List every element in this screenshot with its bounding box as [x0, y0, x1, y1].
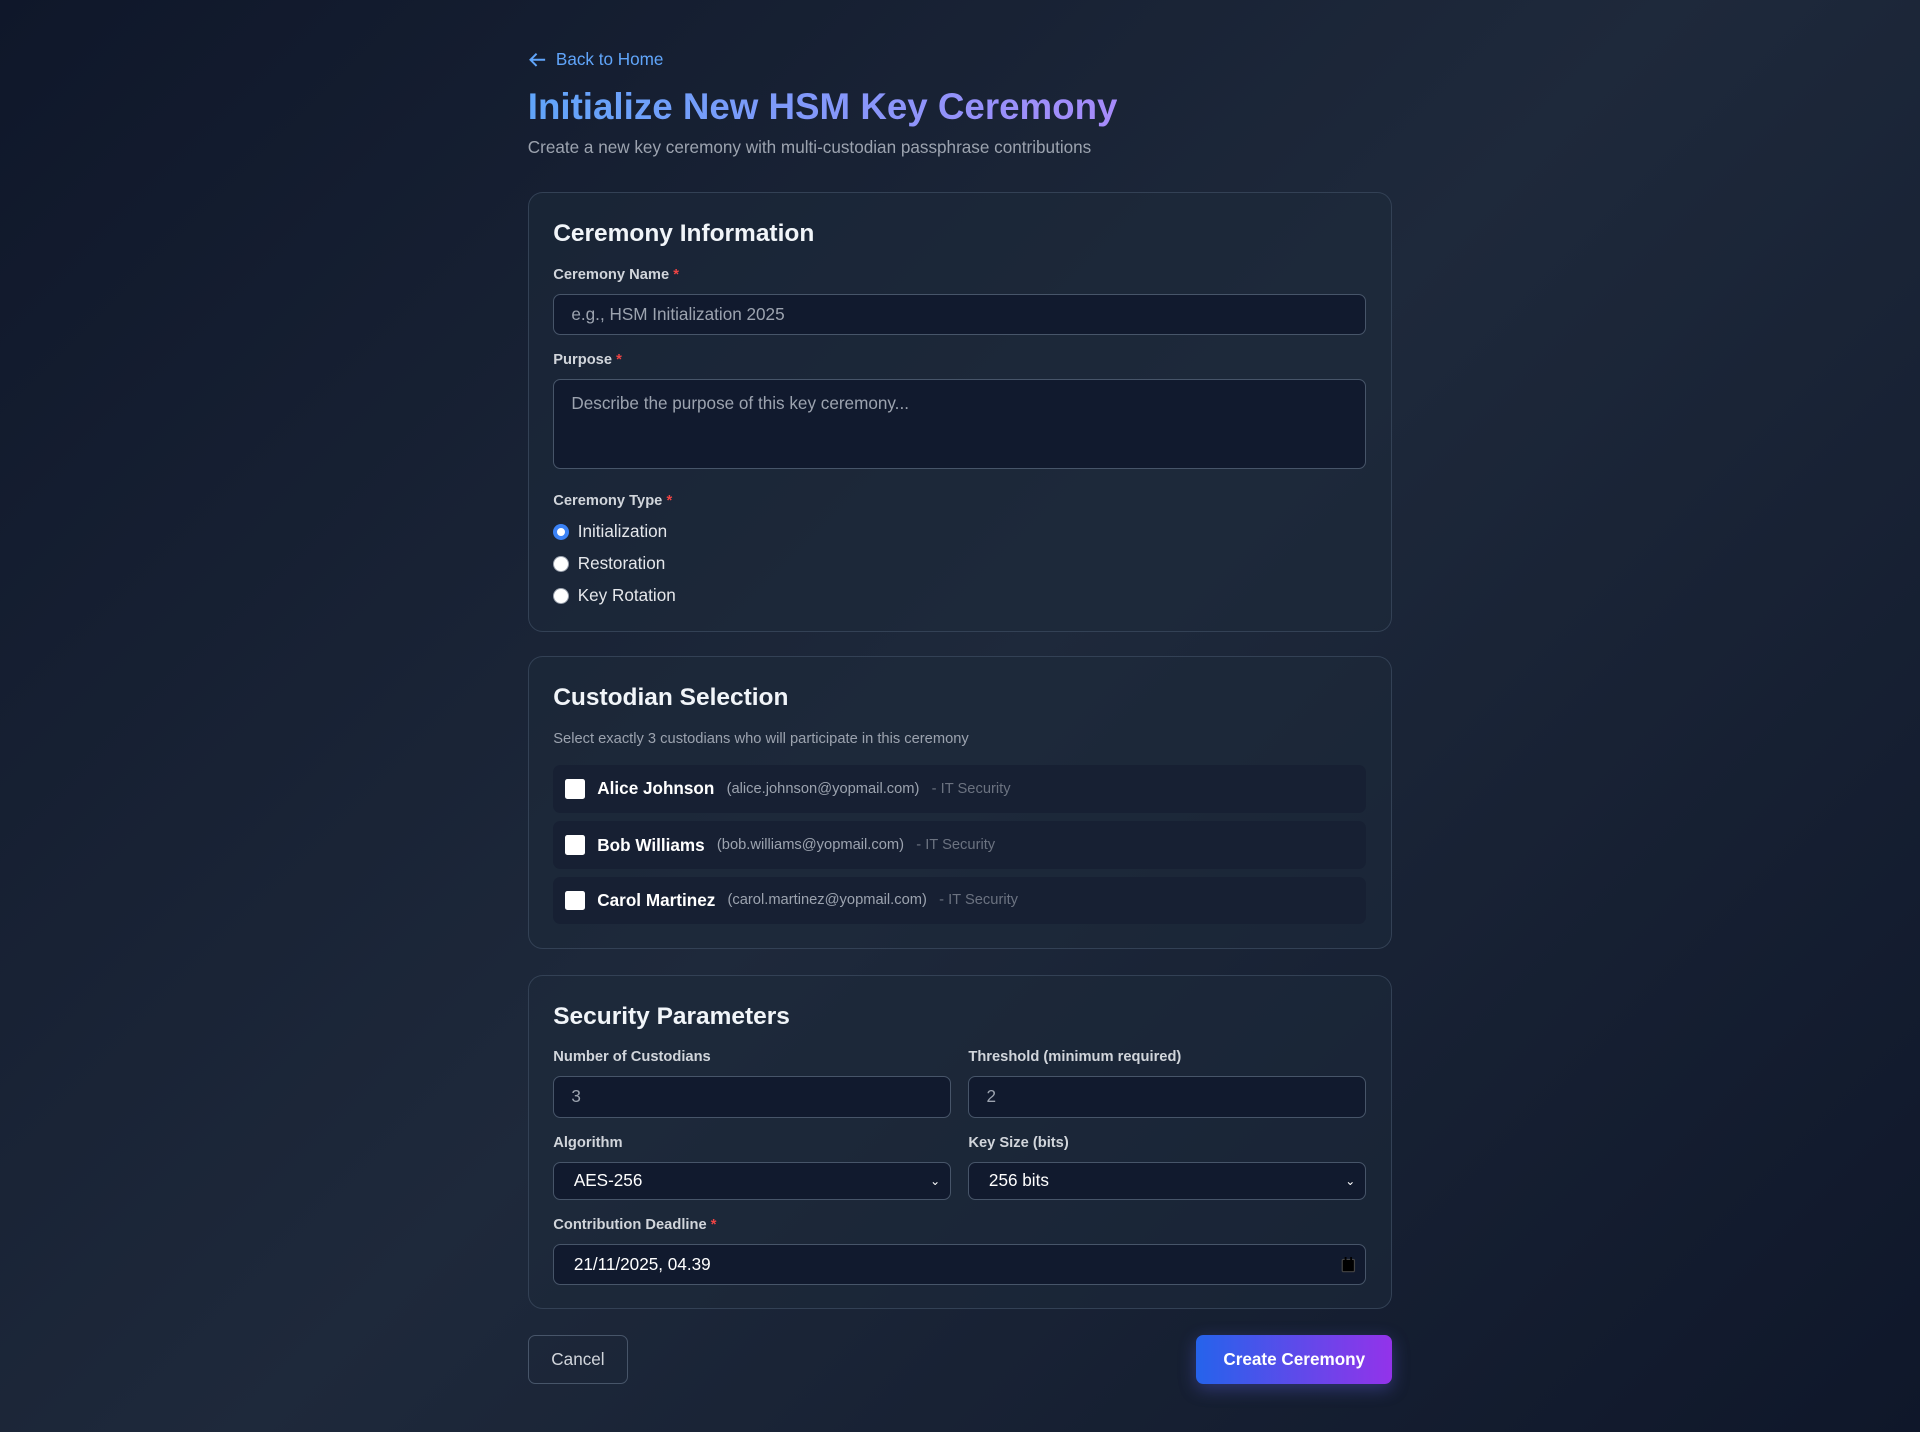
page-subtitle: Create a new key ceremony with multi-cus…	[527, 137, 1092, 158]
calendar-icon[interactable]	[1341, 1256, 1356, 1273]
label-text: Ceremony Name	[553, 266, 670, 283]
key-size-select[interactable]: 256 bits ⌄	[968, 1161, 1367, 1200]
required-mark: *	[710, 1216, 717, 1233]
custodian-email: (carol.martinez@yopmail.com)	[727, 892, 927, 909]
security-parameters-card: Security Parameters Number of Custodians…	[527, 974, 1393, 1309]
input-value: 21/11/2025, 04.39	[573, 1254, 711, 1275]
select-value: AES-256	[573, 1170, 643, 1191]
custodian-row[interactable]: Bob Williams (bob.williams@yopmail.com) - …	[553, 821, 1367, 870]
algorithm-select[interactable]: AES-256 ⌄	[553, 1161, 952, 1200]
custodian-name: Bob Williams	[597, 834, 705, 855]
custodian-email: (bob.williams@yopmail.com)	[716, 837, 905, 854]
label-text: Contribution Deadline	[553, 1216, 707, 1233]
custodian-row[interactable]: Alice Johnson (alice.johnson@yopmail.com)…	[553, 765, 1367, 813]
required-mark: *	[666, 493, 673, 510]
threshold-label: Threshold (minimum required)	[968, 1049, 1182, 1066]
ceremony-name-label: Ceremony Name *	[553, 267, 679, 283]
threshold-input[interactable]: 2	[968, 1076, 1367, 1118]
select-value: 256 bits	[988, 1170, 1049, 1191]
num-custodians-label: Number of Custodians	[553, 1049, 711, 1066]
custodian-name: Alice Johnson	[597, 778, 715, 799]
radio-restoration[interactable]: Restoration	[553, 553, 665, 574]
deadline-datetime-input[interactable]: 21/11/2025, 04.39	[553, 1243, 1367, 1286]
chevron-down-icon: ⌄	[930, 1173, 941, 1188]
algorithm-label: Algorithm	[553, 1134, 623, 1151]
back-to-home-link[interactable]: Back to Home	[528, 48, 664, 70]
checkbox[interactable]	[565, 835, 586, 856]
back-label: Back to Home	[555, 48, 664, 69]
custodian-name: Carol Martinez	[597, 889, 716, 910]
cancel-button[interactable]: Cancel	[527, 1334, 629, 1384]
key-size-label: Key Size (bits)	[968, 1134, 1069, 1151]
radio-initialization[interactable]: Initialization	[553, 521, 667, 542]
placeholder: Describe the purpose of this key ceremon…	[571, 392, 909, 413]
custodian-description: Select exactly 3 custodians who will par…	[553, 730, 969, 747]
section-heading: Ceremony Information	[553, 220, 815, 248]
custodian-email: (alice.johnson@yopmail.com)	[726, 780, 920, 797]
input-value: 2	[986, 1086, 997, 1107]
custodian-selection-card: Custodian Selection Select exactly 3 cus…	[527, 656, 1393, 949]
radio-label: Key Rotation	[577, 585, 676, 606]
section-heading: Custodian Selection	[553, 684, 789, 712]
custodian-department: - IT Security	[916, 837, 996, 854]
arrow-left-icon	[528, 52, 545, 67]
radio-key-rotation[interactable]: Key Rotation	[553, 585, 676, 606]
create-ceremony-button[interactable]: Create Ceremony	[1196, 1334, 1393, 1384]
required-mark: *	[616, 352, 622, 369]
purpose-textarea[interactable]: Describe the purpose of this key ceremon…	[553, 379, 1367, 469]
ceremony-name-input[interactable]: e.g., HSM Initialization 2025	[553, 293, 1367, 336]
custodian-department: - IT Security	[939, 892, 1019, 909]
input-value: 3	[571, 1086, 581, 1107]
page-title: Initialize New HSM Key Ceremony	[527, 85, 1118, 127]
custodian-row[interactable]: Carol Martinez (carol.martinez@yopmail.co…	[553, 876, 1367, 925]
radio-label: Initialization	[577, 521, 668, 542]
checkbox[interactable]	[565, 779, 586, 799]
chevron-down-icon: ⌄	[1345, 1173, 1356, 1188]
label-text: Purpose	[553, 352, 612, 369]
label-text: Ceremony Type	[553, 493, 663, 510]
num-custodians-input[interactable]: 3	[553, 1076, 952, 1118]
radio-label: Restoration	[577, 553, 666, 574]
ceremony-information-card: Ceremony Information Ceremony Name * e.g…	[527, 192, 1393, 632]
purpose-label: Purpose *	[553, 352, 622, 368]
deadline-label: Contribution Deadline *	[553, 1217, 716, 1233]
section-heading: Security Parameters	[553, 1002, 790, 1030]
radio-icon[interactable]	[553, 587, 570, 604]
ceremony-type-label: Ceremony Type *	[553, 493, 672, 509]
radio-icon[interactable]	[553, 555, 570, 572]
required-mark: *	[673, 266, 679, 283]
checkbox[interactable]	[565, 890, 586, 911]
placeholder: e.g., HSM Initialization 2025	[571, 303, 785, 324]
custodian-department: - IT Security	[931, 780, 1011, 797]
radio-selected-icon[interactable]	[553, 523, 570, 540]
